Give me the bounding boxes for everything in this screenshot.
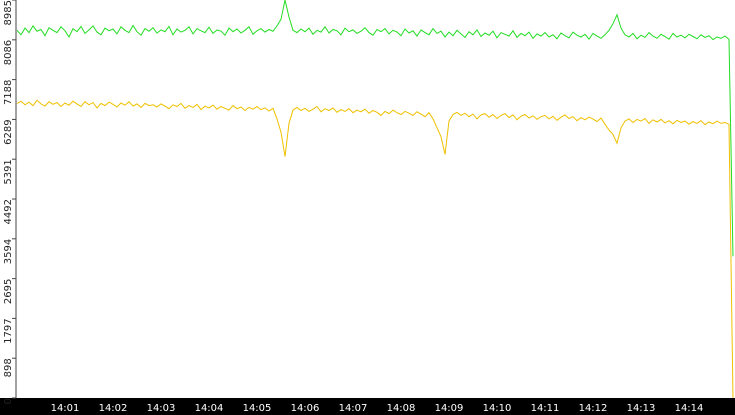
x-tick-label: 14:07 (339, 403, 368, 414)
x-tick-label: 14:02 (99, 403, 128, 414)
x-tick-label: 14:14 (675, 403, 704, 414)
x-tick-label: 14:05 (243, 403, 272, 414)
y-tick-label: 3594 (3, 239, 14, 264)
x-tick-label: 14:11 (531, 403, 560, 414)
x-tick-label: 14:13 (627, 403, 656, 414)
y-tick-label: 1797 (3, 318, 14, 343)
y-tick-label: 5391 (3, 159, 14, 184)
series-line (16, 0, 734, 257)
x-tick-label: 14:10 (483, 403, 512, 414)
y-tick-label: 4492 (3, 199, 14, 224)
x-tick-label: 14:04 (195, 403, 224, 414)
x-tick-label: 14:08 (387, 403, 416, 414)
y-tick-label: 0 (3, 398, 14, 404)
y-tick-label: 8086 (3, 40, 14, 65)
x-tick-label: 14:03 (147, 403, 176, 414)
y-tick-label: 2695 (3, 279, 14, 304)
x-tick-label: 14:09 (435, 403, 464, 414)
series-line (16, 99, 734, 399)
x-tick-label: 14:01 (51, 403, 80, 414)
y-tick-label: 898 (3, 358, 14, 377)
x-tick-label: 14:12 (579, 403, 608, 414)
y-tick-label: 8985 (3, 0, 14, 25)
x-axis-band (0, 398, 735, 415)
y-tick-label: 7188 (3, 80, 14, 105)
x-tick-label: 14:06 (291, 403, 320, 414)
y-tick-label: 6289 (3, 119, 14, 144)
